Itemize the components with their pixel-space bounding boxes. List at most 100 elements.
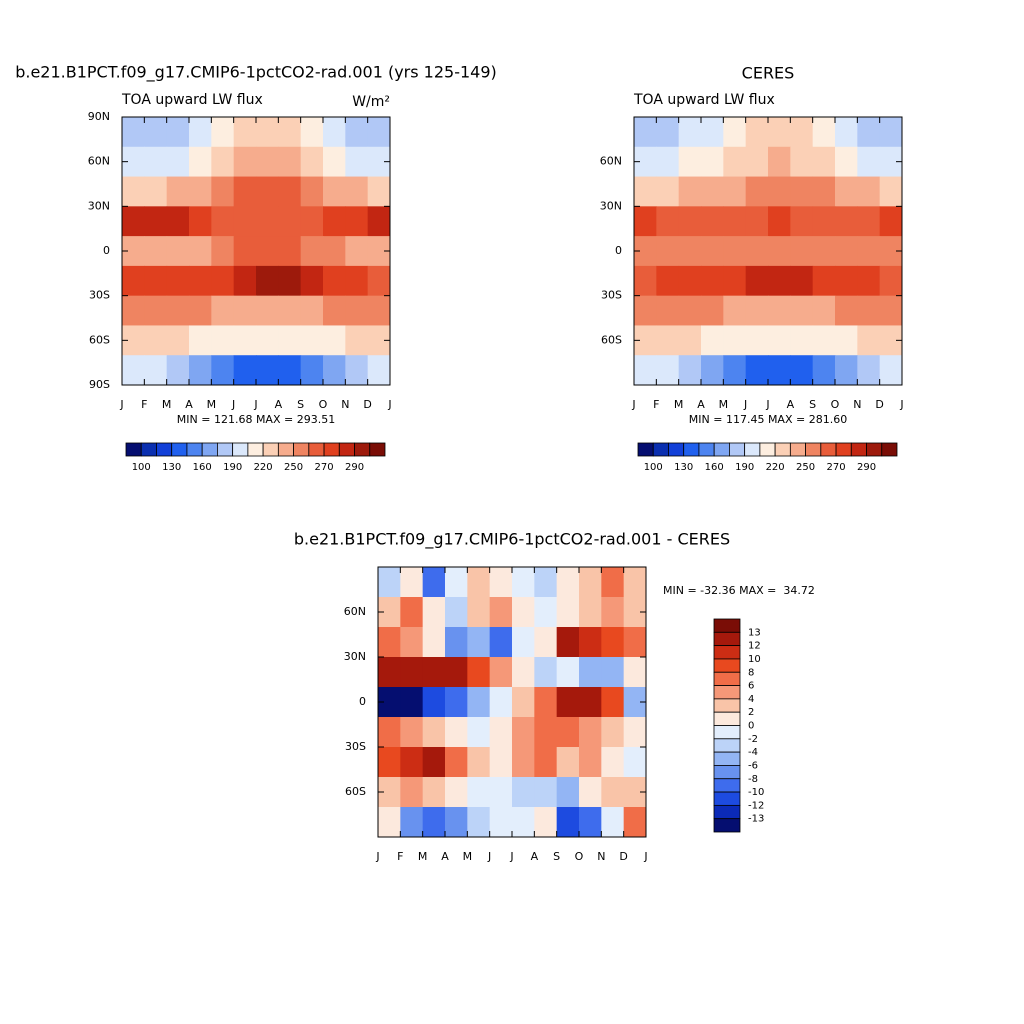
contour-cell: [323, 117, 346, 148]
x-tick-label: O: [319, 398, 328, 411]
contour-cell: [678, 176, 702, 207]
contour-cell: [189, 295, 212, 326]
contour-cell: [166, 325, 190, 356]
contour-cell: [556, 657, 580, 688]
contour-cell: [745, 355, 769, 385]
y-tick-label: 60S: [89, 333, 110, 346]
colorbar-box: [789, 442, 806, 457]
colorbar-box: [171, 442, 188, 457]
contour-cell: [233, 146, 257, 178]
colorbar-label: 190: [223, 462, 242, 473]
x-tick-label: J: [631, 398, 635, 411]
y-tick-label: 60N: [600, 155, 622, 168]
contour-cell: [656, 176, 680, 207]
y-tick-label: 60S: [601, 333, 622, 346]
contour-cell: [556, 717, 580, 748]
contour-cell: [378, 717, 401, 748]
contour-cell: [678, 295, 702, 326]
contour-cell: [122, 265, 145, 297]
contour-cell: [634, 236, 657, 267]
contour-cell: [879, 355, 902, 385]
contour-cell: [278, 295, 302, 326]
contour-cell: [790, 355, 814, 385]
contour-cell: [166, 265, 190, 297]
contour-cell: [812, 176, 836, 207]
y-tick-label: 60S: [345, 785, 366, 798]
colorbar-box: [698, 442, 715, 457]
contour-cell: [656, 355, 680, 385]
contour-cell: [790, 325, 814, 356]
contour-cell: [122, 325, 145, 356]
colorbar-box: [820, 442, 837, 457]
x-tick-label: O: [575, 850, 584, 863]
contour-cell: [367, 117, 390, 148]
contour-cell: [445, 807, 468, 837]
contour-cell: [323, 355, 346, 385]
contour-cell: [879, 206, 902, 237]
contour-cell: [835, 325, 858, 356]
colorbar-box: [866, 442, 883, 457]
contour-cell: [745, 236, 769, 267]
contour-cell: [857, 325, 881, 356]
contour-cell: [400, 627, 424, 658]
contour-cell: [812, 117, 836, 148]
contour-cell: [400, 717, 424, 748]
contour-cell: [489, 687, 513, 718]
contour-cell: [601, 567, 625, 598]
contour-cell: [678, 117, 702, 148]
contour-cell: [445, 567, 468, 598]
contour-cell: [189, 236, 212, 267]
contour-cell: [345, 325, 369, 356]
stats: MIN = 121.68 MAX = 293.51: [177, 413, 335, 426]
contour-cell: [790, 265, 814, 297]
contour-cell: [144, 325, 168, 356]
contour-cell: [534, 717, 558, 748]
contour-cell: [144, 146, 168, 178]
contour-cell: [701, 176, 724, 207]
contour-cell: [467, 777, 491, 808]
colorbar-box: [323, 442, 340, 457]
contour-cell: [512, 597, 535, 628]
contour-cell: [122, 236, 145, 267]
contour-cell: [323, 206, 346, 237]
x-tick-label: J: [253, 398, 257, 411]
contour-cell: [367, 295, 390, 326]
contour-cell: [701, 325, 724, 356]
contour-cell: [256, 146, 279, 178]
y-tick-label: 0: [615, 244, 622, 257]
colorbar-box: [247, 442, 264, 457]
contour-cell: [812, 355, 836, 385]
contour-cell: [256, 355, 279, 385]
colorbar-box: [774, 442, 791, 457]
contour-cell: [579, 657, 602, 688]
contour-cell: [166, 355, 190, 385]
contour-cell: [512, 807, 535, 837]
colorbar-label: 250: [284, 462, 303, 473]
contour-cell: [233, 206, 257, 237]
contour-cell: [723, 146, 747, 178]
units: W/m²: [352, 94, 390, 110]
contour-cell: [300, 176, 324, 207]
contour-cell: [233, 236, 257, 267]
contour-cell: [634, 146, 657, 178]
contour-cell: [768, 265, 791, 297]
colorbar-label: 13: [748, 627, 761, 638]
contour-cell: [623, 627, 646, 658]
contour-cell: [211, 295, 235, 326]
y-tick-label: 30S: [345, 740, 366, 753]
contour-cell: [601, 687, 625, 718]
contour-cell: [144, 265, 168, 297]
contour-cell: [278, 117, 302, 148]
colorbar-box: [713, 751, 741, 766]
contour-cell: [367, 146, 390, 178]
contour-cell: [367, 355, 390, 385]
contour-field: [378, 567, 646, 837]
contour-cell: [745, 206, 769, 237]
contour-field: [634, 117, 902, 385]
x-tick-label: J: [643, 850, 647, 863]
contour-cell: [144, 236, 168, 267]
contour-cell: [579, 687, 602, 718]
contour-cell: [556, 567, 580, 598]
contour-cell: [345, 295, 369, 326]
chart-title: b.e21.B1PCT.f09_g17.CMIP6-1pctCO2-rad.00…: [294, 530, 730, 550]
